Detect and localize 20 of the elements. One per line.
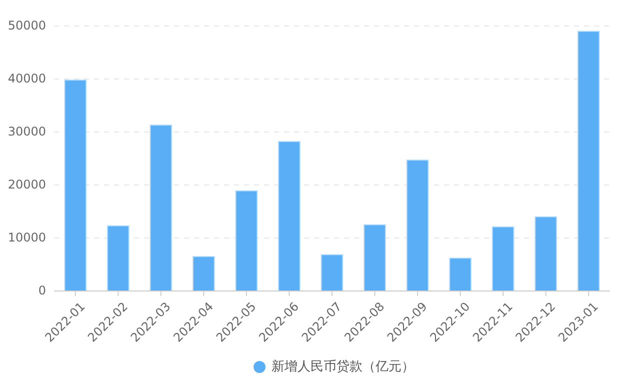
bar — [235, 190, 258, 292]
bar — [106, 225, 130, 292]
bar — [150, 124, 172, 292]
bar — [320, 254, 344, 292]
bar — [449, 258, 472, 292]
y-tick-label: 20000 — [8, 177, 46, 192]
bar — [406, 160, 429, 292]
bar — [577, 30, 600, 292]
y-tick-label: 30000 — [8, 124, 46, 138]
bar — [192, 256, 215, 292]
y-tick-label: 10000 — [8, 230, 46, 244]
y-tick-label: 40000 — [8, 71, 46, 86]
bar — [534, 216, 558, 292]
bar — [492, 226, 514, 292]
legend-label: 新增人民币贷款（亿元） — [272, 360, 414, 375]
bar — [278, 141, 300, 292]
y-tick-label: 50000 — [8, 18, 46, 32]
y-tick-label: 0 — [38, 283, 46, 298]
bar — [64, 80, 87, 292]
bar — [364, 224, 386, 292]
